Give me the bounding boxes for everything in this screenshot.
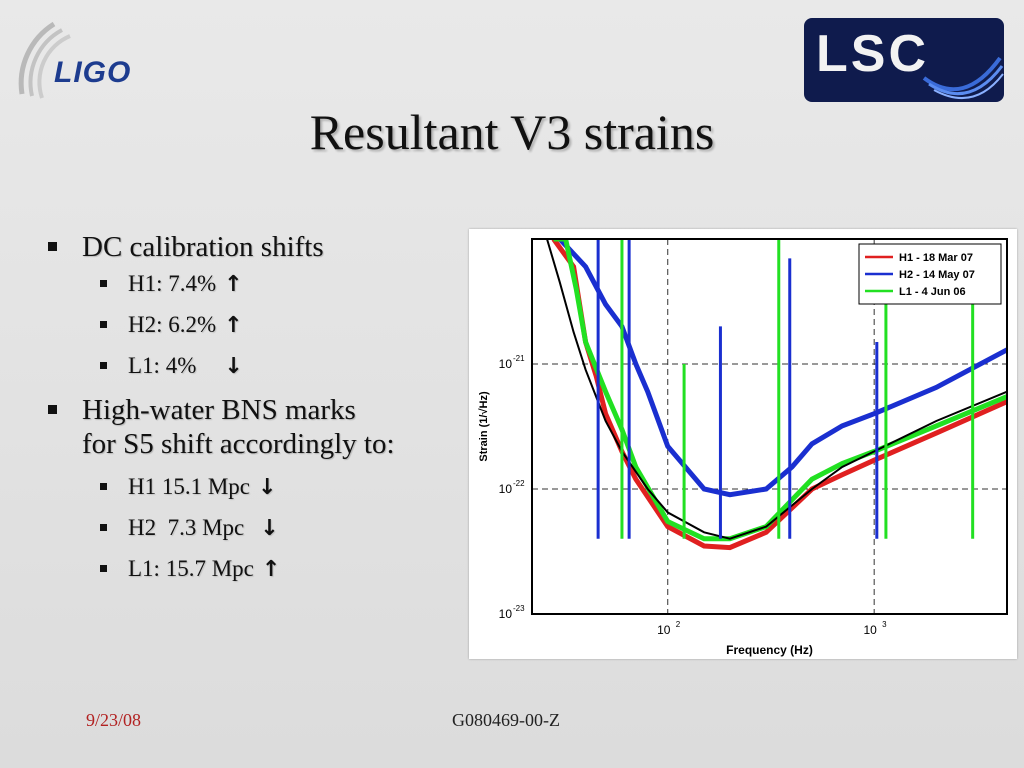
ligo-logo-text: LIGO (54, 56, 132, 89)
ligo-arcs-icon (18, 21, 71, 99)
bullet-bns-line2: for S5 shift accordingly to: (82, 428, 395, 460)
legend-label: H1 - 18 Mar 07 (899, 252, 973, 264)
series-line-h2 (557, 239, 1007, 498)
plot-frame (531, 238, 1008, 615)
bullet-label: L1: 15.7 Mpc (128, 556, 254, 581)
y-tick-exponent: -21 (513, 354, 525, 363)
y-tick-label: 10 (499, 357, 513, 371)
bullet-label: L1: 4% (128, 353, 197, 378)
x-axis-label: Frequency (Hz) (726, 643, 813, 657)
strain-chart-panel: 10 2 10 3 10 -23 10 -22 10 -21 Frequency (Hz) Strai… (469, 229, 1017, 659)
bullet-bns-l1: L1: 15.7 Mpc ↑ (44, 555, 464, 584)
bullet-dc-h2: H2: 6.2% ↑ (44, 311, 464, 340)
footer-date: 9/23/08 (86, 710, 142, 730)
bullet-dc-heading: DC calibration shifts (44, 230, 464, 264)
bullet-label: H1 15.1 Mpc (128, 474, 251, 499)
y-tick-exponent: -22 (513, 479, 525, 488)
x-tick-label: 10 (657, 623, 671, 637)
bullet-label: H2: 6.2% (128, 312, 217, 337)
x-tick-label: 10 (863, 623, 877, 637)
arrow-up-icon: ↑ (261, 557, 281, 582)
series-line-reference (546, 239, 1007, 540)
series-line-l1 (553, 239, 1007, 542)
bullet-label: H2 7.3 Mpc (128, 515, 245, 540)
bullet-bns-h1: H1 15.1 Mpc ↓ (44, 473, 464, 502)
slide-title: Resultant V3 strains (309, 104, 715, 160)
arrow-up-icon: ↑ (224, 272, 243, 297)
bullet-dc-h1: H1: 7.4% ↑ (44, 270, 464, 299)
bullet-bns-heading: High-water BNS marks for S5 shift accord… (44, 393, 464, 461)
lsc-swirl-icon (922, 56, 1004, 99)
y-axis-label: Strain (1/√Hz) (478, 391, 490, 462)
arrow-up-icon: ↑ (224, 313, 243, 338)
lsc-logo: LSC (804, 18, 1004, 102)
bullet-bns-line1: High-water BNS marks (82, 394, 356, 426)
legend-label: L1 - 4 Jun 06 (899, 286, 966, 298)
x-tick-exponent: 3 (882, 620, 887, 629)
arrow-down-icon: ↓ (258, 475, 277, 500)
arrow-down-icon: ↓ (260, 516, 279, 541)
footer-doc-id: G080469-00-Z (452, 710, 560, 730)
arrow-down-icon: ↓ (224, 354, 243, 379)
lsc-logo-text: LSC (816, 25, 929, 83)
bullet-list: DC calibration shifts H1: 7.4% ↑ H2: 6.2%… (44, 230, 464, 596)
legend-label: H2 - 14 May 07 (899, 269, 975, 281)
x-tick-exponent: 2 (676, 620, 681, 629)
y-tick-exponent: -23 (513, 604, 525, 613)
bullet-bns-h2: H2 7.3 Mpc ↓ (44, 514, 464, 543)
y-tick-label: 10 (499, 482, 513, 496)
bullet-dc-l1: L1: 4% ↓ (44, 352, 464, 381)
ligo-logo: LIGO (14, 14, 154, 104)
y-tick-label: 10 (499, 607, 513, 621)
bullet-label: H1: 7.4% (128, 271, 217, 296)
